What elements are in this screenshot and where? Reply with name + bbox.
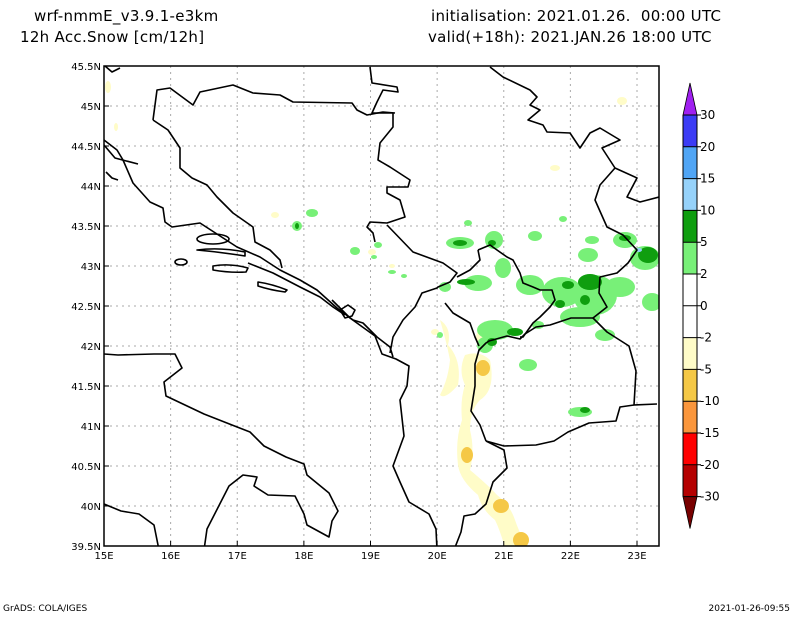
colorbar-swatch [683,274,697,306]
lon-tick-label: 23E [627,551,646,562]
lat-tick-label: 43.5N [71,222,101,233]
snow-field [105,81,659,546]
colorbar-swatch [683,401,697,433]
lat-tick-label: 43N [81,262,101,273]
colorbar-label: 5 [700,235,708,249]
footer-timestamp: 2021-01-26-09:55 [708,604,791,614]
colorbar-under-arrow [682,496,698,529]
colorbar-label: 30 [700,108,715,122]
lat-tick-label: 45N [81,102,101,113]
colorbar-swatch [683,337,697,370]
lon-tick-label: 22E [561,551,580,562]
lat-tick-label: 39.5N [71,542,101,553]
colorbar-swatch [683,210,697,243]
colorbar-label: -5 [700,362,712,376]
lon-tick-label: 20E [428,551,447,562]
colorbar-swatch [683,146,697,179]
colorbar-swatch [683,115,697,147]
lon-tick-label: 21E [494,551,513,562]
valid-time: valid(+18h): 2021.JAN.26 18:00 UTC [428,28,712,46]
colorbar-swatch [683,178,697,211]
colorbar-swatch [683,433,697,465]
colorbar-label: 15 [700,172,715,186]
lon-tick-label: 16E [161,551,180,562]
colorbar-label: -20 [700,458,720,472]
colorbar-label: 2 [700,267,708,281]
colorbar-label: -30 [700,490,720,504]
lon-tick-label: 19E [361,551,380,562]
lat-tick-label: 40.5N [71,462,101,473]
lat-tick-label: 42N [81,342,101,353]
lat-tick-label: 42.5N [71,302,101,313]
variable-title: 12h Acc.Snow [cm/12h] [20,28,205,46]
lat-tick-label: 41.5N [71,382,101,393]
lon-tick-label: 17E [228,551,247,562]
lat-tick-label: 41N [81,422,101,433]
lat-tick-label: 40N [81,502,101,513]
lon-tick-label: 15E [94,551,113,562]
lat-tick-label: 44N [81,182,101,193]
colorbar-over-arrow [682,82,698,116]
lat-tick-label: 45.5N [71,62,101,73]
axes: 15E 16E 17E 18E 19E 20E 21E 22E 23E 45.5N 45N 44.5N… [71,62,646,562]
lat-tick-label: 44.5N [71,142,101,153]
colorbar-swatch [683,464,697,497]
colorbar-label: 20 [700,140,715,154]
lon-tick-label: 18E [294,551,313,562]
colorbar-swatch [683,369,697,402]
init-time: initialisation: 2021.01.26. 00:00 UTC [431,7,722,25]
colorbar-label: -2 [700,331,712,345]
colorbar-swatch [683,305,697,338]
colorbar-label: -15 [700,426,720,440]
colorbar-label: 10 [700,203,715,217]
grid-lines [104,66,659,546]
colorbar-label: -10 [700,394,720,408]
model-title: wrf-nmmE_v3.9.1-e3km [34,7,219,25]
colorbar-swatch [683,242,697,274]
colorbar-label: 0 [700,299,708,313]
coastlines-borders [104,66,659,546]
footer-credit: GrADS: COLA/IGES [3,604,88,614]
